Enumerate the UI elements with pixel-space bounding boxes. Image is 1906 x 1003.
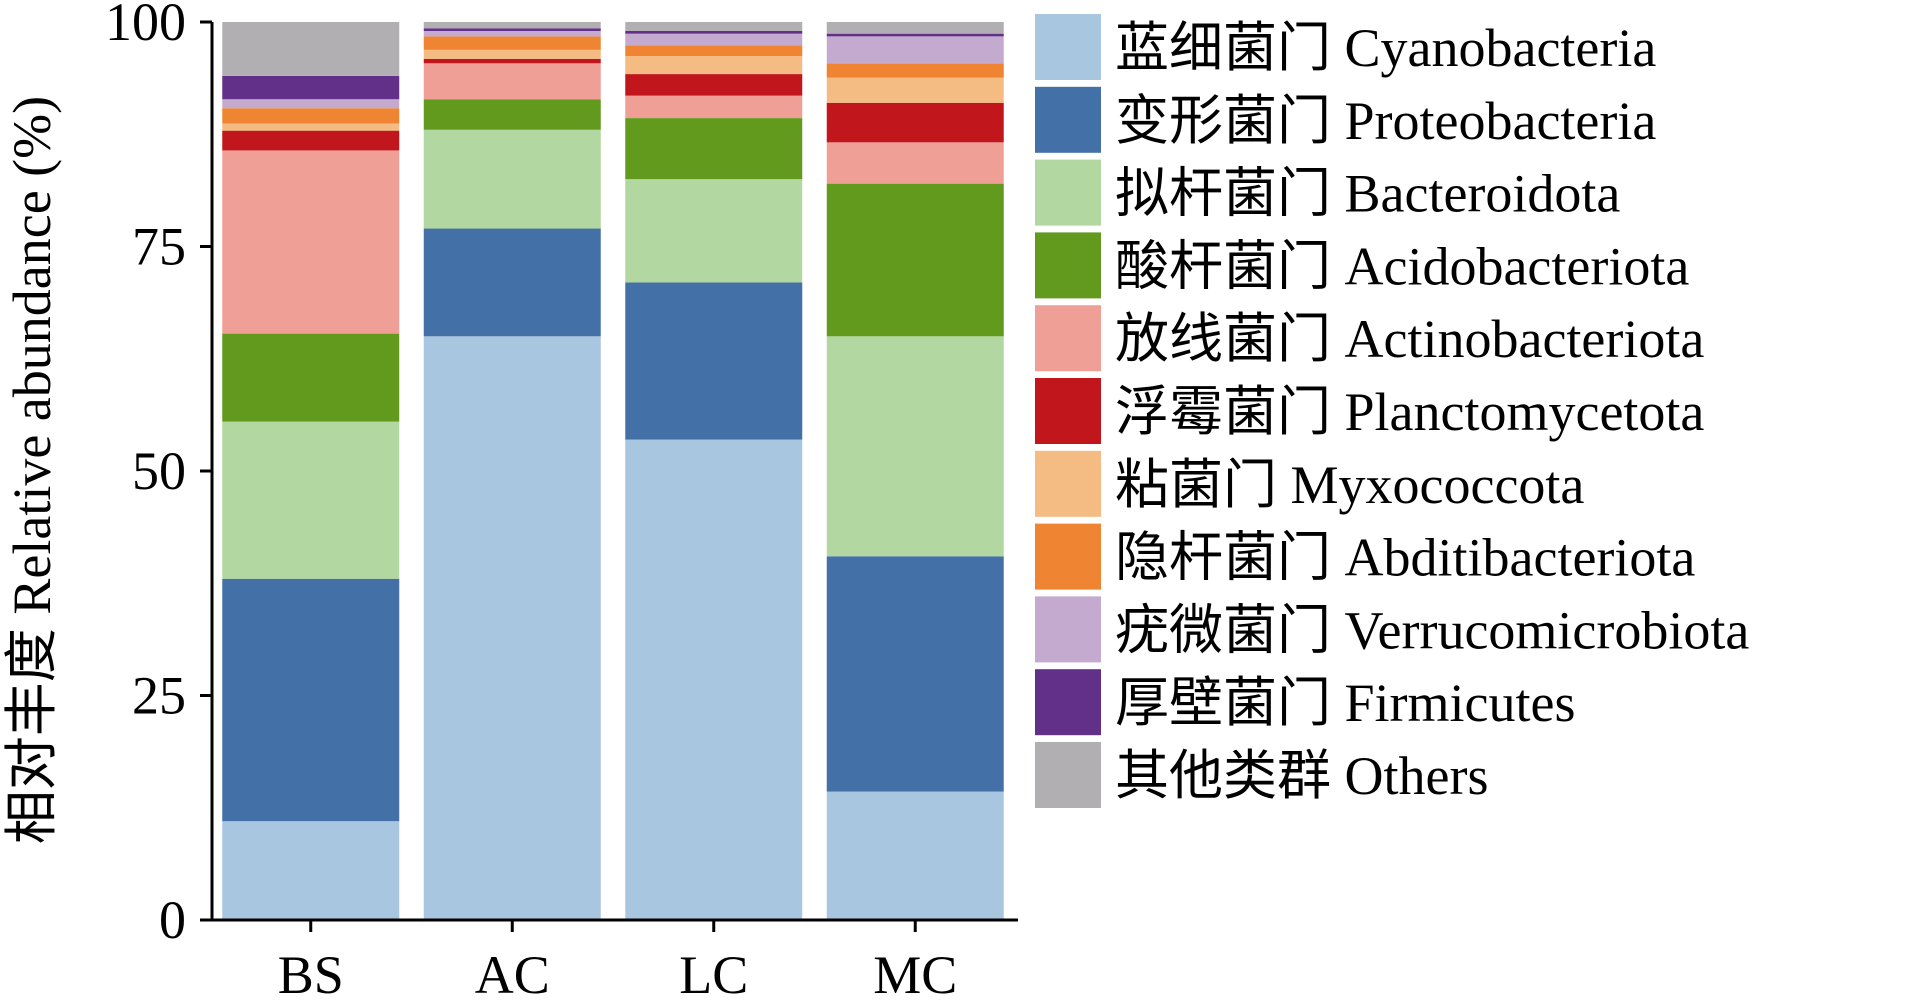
y-tick-label: 0 [159,890,186,950]
bar-segment-MC-7 [826,63,1004,78]
bar-segment-BS-2 [222,421,400,579]
legend-label-5: 浮霉菌门 Planctomycetota [1115,382,1704,442]
legend-swatch-0 [1035,14,1101,80]
y-tick-label: 75 [132,217,186,277]
y-tick-label: 25 [132,666,186,726]
x-ticks: BS AC LC MC [278,920,957,1003]
legend-swatch-3 [1035,232,1101,299]
legend-swatch-8 [1035,596,1101,663]
legend-label-6: 粘菌门 Myxococcota [1115,455,1584,515]
bar-segment-AC-7 [423,36,601,50]
bar-segment-AC-10 [423,22,601,29]
y-axis-label: 相对丰度 Relative abundance (%) [2,96,62,844]
bar-segment-AC-3 [423,99,601,130]
bar-segment-LC-9 [625,30,803,34]
legend-swatch-7 [1035,523,1101,590]
legend-label-2: 拟杆菌门 Bacteroidota [1115,164,1620,224]
bar-segment-AC-8 [423,30,601,37]
y-ticks: 0 25 50 75 100 [105,0,212,950]
bar-segment-BS-6 [222,123,400,131]
legend-label-10: 其他类群 Others [1115,746,1488,806]
bar-segment-AC-6 [423,49,601,59]
legend-label-1: 变形菌门 Proteobacteria [1115,91,1656,151]
bar-segment-LC-10 [625,22,803,31]
bar-segment-BS-0 [222,821,400,920]
legend-label-9: 厚壁菌门 Firmicutes [1115,673,1575,733]
bar-segment-MC-8 [826,36,1004,64]
legend: 蓝细菌门 Cyanobacteria 变形菌门 Proteobacteria 拟杆菌… [1035,14,1749,808]
bar-segment-BS-3 [222,333,400,422]
bar-segment-LC-5 [625,74,803,96]
x-tick-label-lc: LC [679,945,748,998]
bar-segment-MC-1 [826,556,1004,792]
x-tick-label-bs: BS [278,945,344,998]
bar-segment-BS-10 [222,22,400,76]
legend-label-0: 蓝细菌门 Cyanobacteria [1115,18,1656,78]
x-tick-label-mc: MC [873,945,957,998]
legend-label-8: 疣微菌门 Verrucomicrobiota [1115,600,1749,660]
bar-segment-LC-6 [625,56,803,75]
legend-label-4: 放线菌门 Actinobacteriota [1115,309,1704,369]
legend-swatch-5 [1035,378,1101,444]
bar-segment-BS-1 [222,578,400,822]
bar-segment-AC-1 [423,228,601,337]
x-tick-label-ac: AC [475,945,550,998]
bar-segment-BS-5 [222,130,400,151]
bar-segment-BS-8 [222,99,400,109]
bar-segment-MC-6 [826,77,1004,103]
y-tick-label: 50 [132,441,186,501]
bar-segment-LC-1 [625,282,803,440]
bar-segment-LC-2 [625,179,803,283]
legend-swatch-1 [1035,86,1101,153]
legend-swatch-4 [1035,305,1101,372]
bar-segment-LC-3 [625,118,803,180]
legend-label-3: 酸杆菌门 Acidobacteriota [1115,236,1689,296]
bar-segment-LC-7 [625,45,803,57]
legend-swatch-2 [1035,159,1101,226]
bar-segment-MC-0 [826,791,1004,920]
bar-segment-MC-2 [826,336,1004,557]
bar-segment-AC-2 [423,129,601,229]
bar-segment-LC-0 [625,439,803,920]
bar-segment-AC-0 [423,336,601,920]
legend-label-7: 隐杆菌门 Abditibacteriota [1115,528,1695,588]
y-tick-label: 100 [105,0,186,52]
bars-layer [222,22,1004,920]
bar-segment-AC-9 [423,28,601,31]
bar-segment-MC-10 [826,22,1004,34]
bar-segment-LC-8 [625,33,803,46]
bar-segment-AC-5 [423,58,601,64]
bar-segment-MC-9 [826,33,1004,37]
bar-segment-MC-5 [826,102,1004,143]
bar-segment-AC-4 [423,63,601,100]
legend-swatch-10 [1035,742,1101,808]
bar-segment-MC-3 [826,183,1004,337]
bar-segment-BS-4 [222,150,400,334]
bar-segment-BS-9 [222,75,400,100]
bar-segment-LC-4 [625,95,803,119]
legend-swatch-9 [1035,669,1101,736]
legend-swatch-6 [1035,450,1101,517]
bar-segment-MC-4 [826,142,1004,184]
bar-segment-BS-7 [222,108,400,124]
